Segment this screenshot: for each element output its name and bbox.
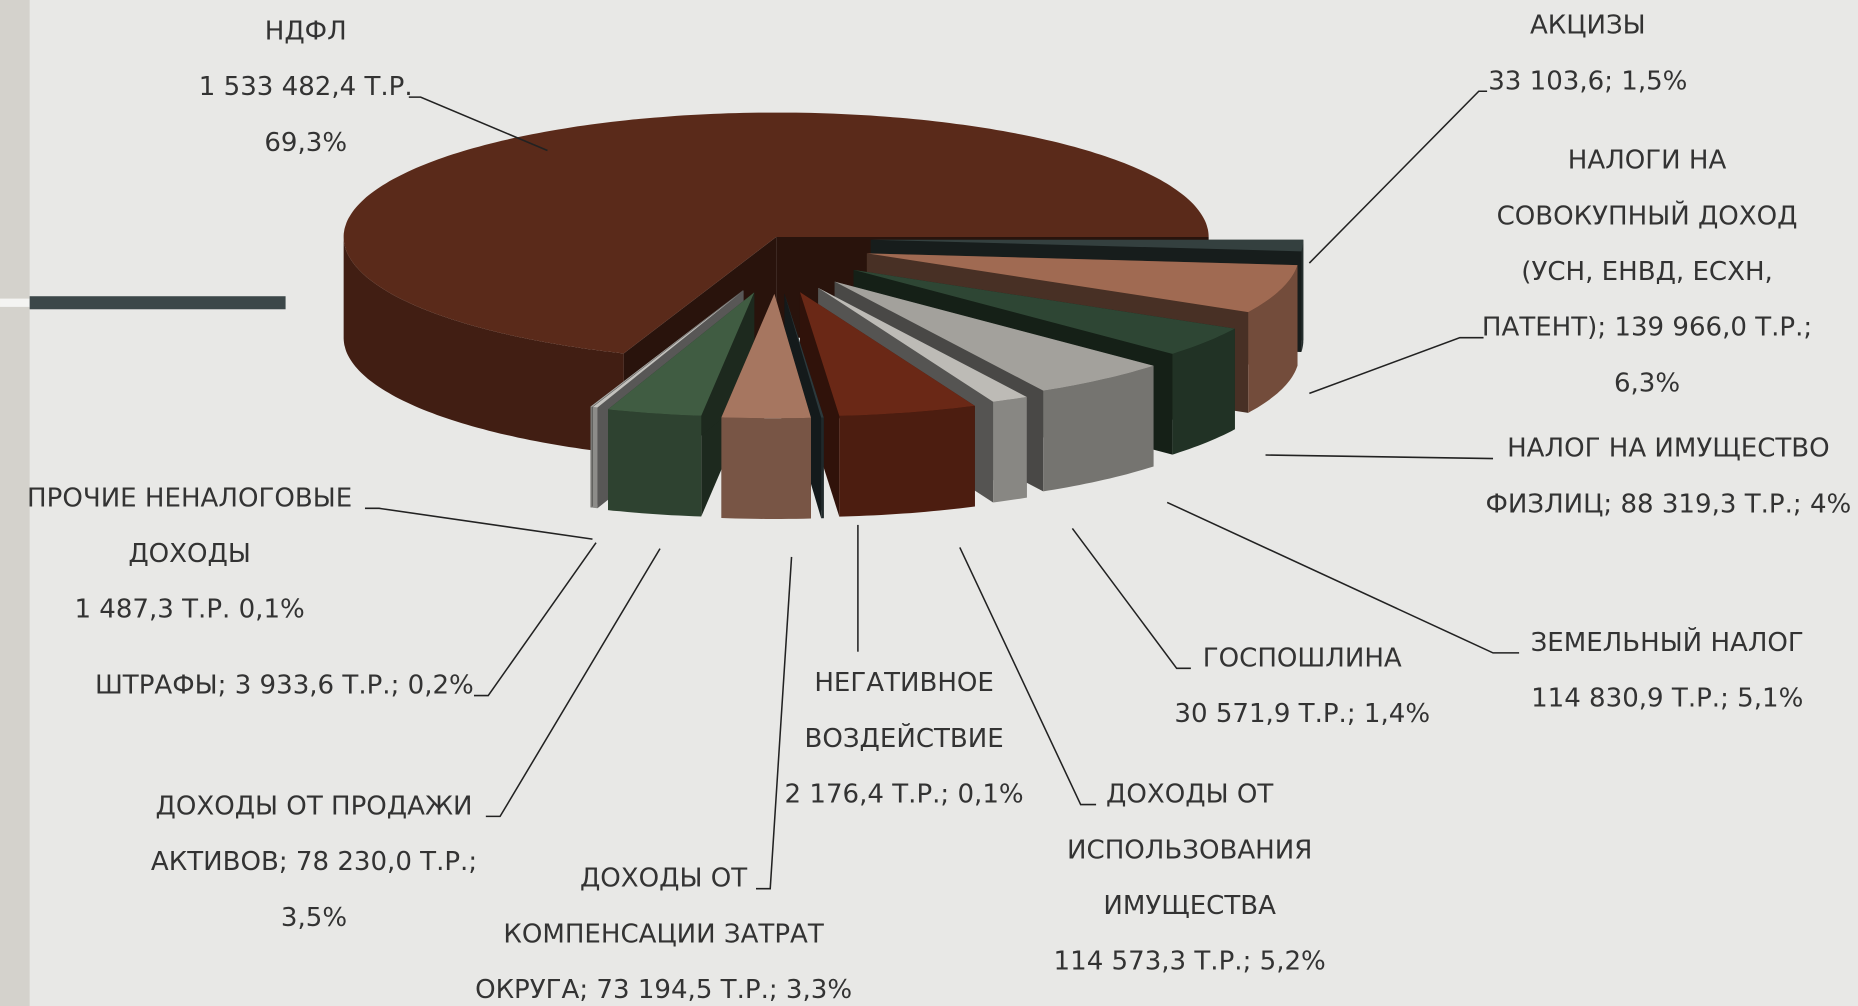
leader-line (408, 96, 548, 152)
leader-line (959, 547, 1097, 806)
data-label: ДОХОДЫ ОТ (580, 864, 747, 894)
labels: АКЦИЗЫ 33 103,6; 1,5% НАЛОГИ НА СОВОКУПНЫЙ … (27, 11, 1851, 1006)
data-label: 30 571,9 Т.Р.; 1,4% (1174, 699, 1430, 729)
slice-side (839, 405, 975, 517)
slice-side (592, 407, 598, 509)
leader-line (473, 542, 597, 697)
slice-side (1043, 365, 1154, 492)
data-label: НДФЛ (265, 16, 347, 46)
data-label: 33 103,6; 1,5% (1488, 66, 1687, 96)
data-label: ПРОЧИЕ НЕНАЛОГОВЫЕ (27, 483, 352, 513)
slice (866, 253, 1298, 313)
leader-line (1265, 454, 1494, 460)
data-label: АКЦИЗЫ (1530, 11, 1646, 41)
accent-bar (29, 296, 286, 310)
data-label: ЗЕМЕЛЬНЫЙ НАЛОГ (1531, 626, 1804, 658)
data-label: 1 533 482,4 Т.Р. (199, 72, 413, 102)
slice-side (1248, 265, 1298, 413)
slice-side (343, 236, 624, 455)
slice (853, 269, 1235, 354)
slice-side (1301, 239, 1304, 353)
side-strip (0, 0, 30, 1006)
leader-line (485, 548, 661, 818)
slice-side (721, 417, 811, 519)
data-label: ДОХОДЫ ОТ (1106, 780, 1273, 810)
data-label: ШТРАФЫ; 3 933,6 Т.Р.; 0,2% (95, 671, 474, 701)
data-label: ИМУЩЕСТВА (1103, 891, 1276, 921)
leader-line (1166, 501, 1520, 654)
data-label: СОВОКУПНЫЙ ДОХОД (1497, 199, 1798, 231)
data-label: 114 830,9 Т.Р.; 5,1% (1531, 684, 1803, 714)
data-label: ГОСПОШЛИНА (1203, 643, 1402, 673)
data-label: НАЛОГИ НА (1568, 146, 1727, 176)
data-label: ВОЗДЕЙСТВИЕ (804, 722, 1003, 754)
slice (818, 287, 1027, 402)
data-label: ПАТЕНТ); 139 966,0 Т.Р.; (1482, 313, 1812, 343)
leader-line (756, 556, 793, 890)
slice (784, 293, 824, 418)
data-label: ОКРУГА; 73 194,5 Т.Р.; 3,3% (475, 975, 852, 1005)
data-label: 3,5% (281, 903, 347, 933)
leader-line (1308, 90, 1488, 264)
data-label: 2 176,4 Т.Р.; 0,1% (785, 780, 1024, 810)
slice-side (993, 396, 1027, 503)
data-label: ФИЗЛИЦ; 88 319,3 Т.Р.; 4% (1486, 489, 1852, 519)
data-label: ИСПОЛЬЗОВАНИЯ (1067, 835, 1312, 865)
slice-side (608, 409, 702, 517)
data-label: 6,3% (1614, 368, 1680, 398)
slice (590, 290, 743, 407)
slice-side (590, 406, 593, 508)
slice-side (821, 417, 824, 519)
slice (592, 290, 744, 408)
data-label: ДОХОДЫ (128, 539, 251, 569)
pie (343, 112, 1304, 519)
leader-line (1071, 528, 1191, 670)
slice (608, 292, 755, 416)
data-label: (УСН, ЕНВД, ЕСХН, (1521, 257, 1773, 287)
slice (721, 293, 811, 419)
data-label: ДОХОДЫ ОТ ПРОДАЖИ (156, 791, 473, 821)
data-label: АКТИВОВ; 78 230,0 Т.Р.; (151, 847, 477, 877)
leader-line (1309, 336, 1484, 395)
slice (870, 239, 1304, 252)
data-label: 1 487,3 Т.Р. 0,1% (74, 595, 304, 625)
data-label: 114 573,3 Т.Р.; 5,2% (1054, 947, 1326, 977)
slice-side (1172, 328, 1235, 455)
slice-wall (799, 292, 840, 517)
slice (834, 281, 1154, 391)
side-notch (0, 298, 30, 307)
data-label: КОМПЕНСАЦИИ ЗАТРАТ (503, 919, 824, 949)
data-label: НАЛОГ НА ИМУЩЕСТВО (1507, 434, 1830, 464)
data-label: НЕГАТИВНОЕ (814, 668, 994, 698)
leader-line (364, 507, 593, 540)
data-label: 69,3% (264, 128, 347, 158)
slice (799, 292, 975, 416)
slice (343, 112, 1209, 354)
